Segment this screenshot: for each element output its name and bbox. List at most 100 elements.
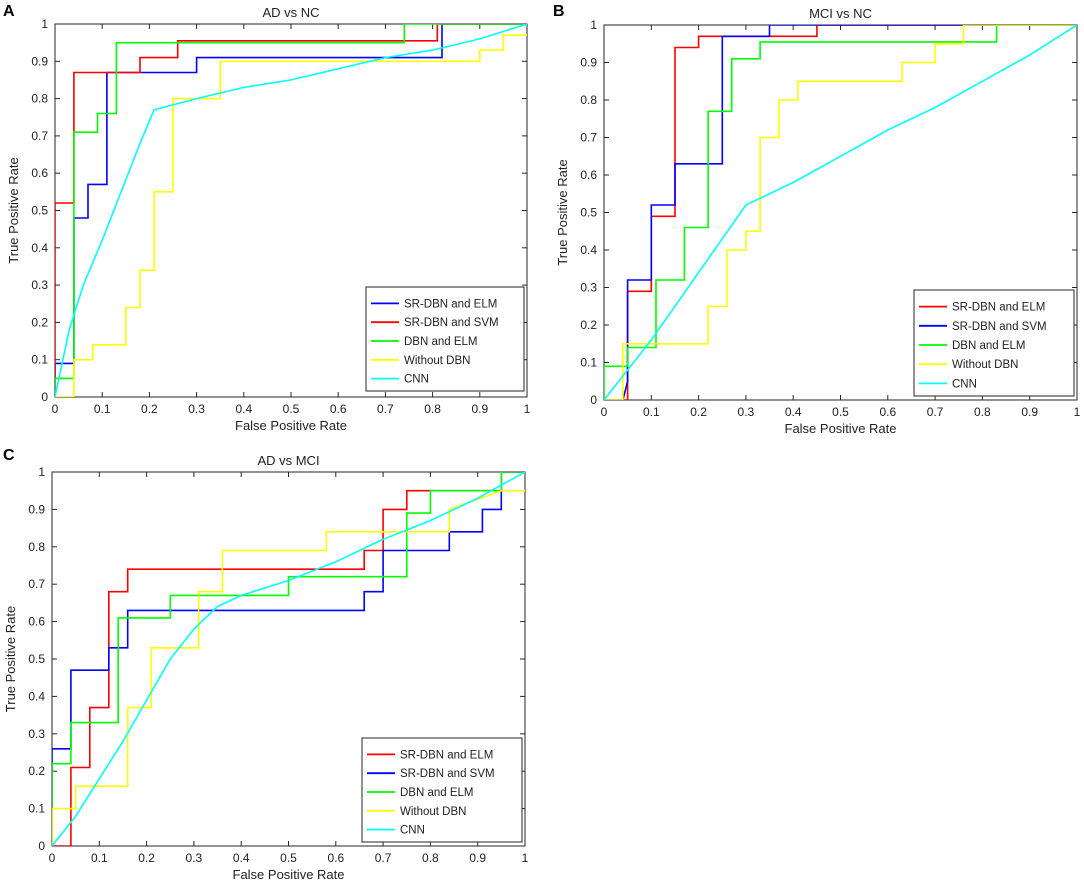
legend: SR-DBN and ELM SR-DBN and SVM DBN and ELM W…: [913, 289, 1075, 397]
series-group: [604, 25, 1077, 400]
legend: SR-DBN and ELM SR-DBN and SVM DBN and ELM W…: [361, 737, 523, 843]
x-tick-label: 0.2: [690, 405, 707, 419]
x-tick-label: 0.8: [974, 405, 991, 419]
series-line-without-dbn: [55, 34, 527, 397]
series-line-without-dbn: [604, 25, 1077, 400]
x-tick-label: 0.5: [280, 851, 297, 865]
y-tick-label: 0.2: [28, 764, 45, 778]
y-tick-label: 0.2: [580, 318, 597, 332]
legend-entry: CNN: [400, 825, 425, 837]
y-tick-label: 0.7: [31, 129, 48, 143]
x-tick-label: 0.8: [424, 402, 441, 416]
x-tick-label: 0.3: [188, 402, 205, 416]
x-tick-label: 0.4: [785, 405, 802, 419]
x-tick-label: 0: [49, 851, 56, 865]
x-tick-label: 0: [601, 405, 608, 419]
series-line-dbn-and-elm: [55, 24, 527, 397]
y-tick-label: 0.6: [31, 166, 48, 180]
y-axis-label: True Positive Rate: [555, 159, 570, 265]
chart-title: MCI vs NC: [809, 6, 872, 21]
legend-entry: SR-DBN and SVM: [400, 768, 495, 780]
y-tick-label: 0.8: [31, 92, 48, 106]
y-tick-label: 1: [41, 17, 48, 31]
x-tick-label: 0.6: [879, 405, 896, 419]
legend-entry: SR-DBN and SVM: [404, 317, 499, 329]
legend-entry: Without DBN: [400, 806, 466, 818]
y-tick-label: 1: [38, 465, 45, 479]
y-tick-label: 0.4: [580, 243, 597, 257]
panel-letter: B: [553, 3, 565, 20]
y-tick-label: 0.5: [31, 204, 48, 218]
x-tick-label: 0.6: [327, 851, 344, 865]
x-tick-label: 1: [522, 851, 529, 865]
legend: SR-DBN and ELM SR-DBN and SVM DBN and ELM W…: [365, 286, 525, 392]
y-tick-label: 0.4: [31, 241, 48, 255]
x-tick-label: 0.1: [91, 851, 108, 865]
x-tick-label: 0.7: [375, 851, 392, 865]
x-tick-label: 0.8: [422, 851, 439, 865]
series-line-cnn: [52, 472, 525, 846]
series-line-sr-dbn-and-svm: [52, 472, 525, 846]
x-axis-label: False Positive Rate: [233, 867, 345, 882]
roc-panel-a: A AD vs NC 0 0.1 0.2 0.3 0.4 0.5 0.6 0.7 0.8 0.9 1 0 0…: [3, 3, 531, 433]
y-tick-label: 0.1: [28, 802, 45, 816]
y-tick-label: 0.9: [28, 502, 45, 516]
x-tick-label: 0.7: [377, 402, 394, 416]
x-tick-label: 0.6: [330, 402, 347, 416]
y-tick-label: 0: [590, 393, 597, 407]
y-tick-label: 0.4: [28, 689, 45, 703]
x-tick-label: 0.9: [1021, 405, 1038, 419]
y-tick-label: 0.3: [28, 727, 45, 741]
y-axis-label: True Positive Rate: [6, 157, 21, 263]
y-tick-label: 0.2: [31, 315, 48, 329]
x-tick-label: 0.7: [927, 405, 944, 419]
roc-panel-c: C AD vs MCI 0 0.1 0.2 0.3 0.4 0.5 0.6 0.7 0.8 0.9 1 0…: [3, 447, 529, 882]
y-tick-label: 0.9: [31, 54, 48, 68]
series-line-dbn-and-elm: [604, 25, 1077, 400]
y-tick-label: 0: [38, 839, 45, 853]
panel-letter: A: [3, 3, 15, 20]
legend-entry: DBN and ELM: [404, 336, 478, 348]
x-tick-label: 1: [1074, 405, 1081, 419]
legend-box: [913, 289, 1075, 397]
legend-entry: SR-DBN and ELM: [400, 749, 493, 761]
x-axis-label: False Positive Rate: [785, 421, 897, 436]
series-line-without-dbn: [52, 489, 525, 846]
series-line-dbn-and-elm: [52, 472, 525, 846]
x-tick-label: 0: [52, 402, 59, 416]
legend-entry: SR-DBN and ELM: [404, 298, 497, 310]
series-line-sr-dbn-and-elm: [52, 472, 525, 846]
y-tick-label: 0.1: [31, 353, 48, 367]
y-tick-label: 0.7: [580, 131, 597, 145]
y-tick-label: 0.5: [580, 206, 597, 220]
y-tick-label: 0: [41, 390, 48, 404]
series-group: [55, 24, 527, 397]
y-tick-label: 0.5: [28, 652, 45, 666]
x-tick-label: 0.2: [138, 851, 155, 865]
chart-title: AD vs NC: [262, 5, 319, 20]
legend-entry: Without DBN: [952, 359, 1018, 371]
y-tick-label: 0.3: [580, 281, 597, 295]
x-tick-label: 0.3: [186, 851, 203, 865]
x-axis-label: False Positive Rate: [235, 418, 347, 433]
x-tick-label: 0.4: [233, 851, 250, 865]
chart-title: AD vs MCI: [257, 453, 319, 468]
legend-entry: Without DBN: [404, 355, 470, 367]
series-line-cnn: [55, 24, 527, 397]
y-tick-label: 1: [590, 18, 597, 32]
series-line-sr-dbn-and-svm: [604, 25, 1077, 400]
y-tick-label: 0.8: [580, 93, 597, 107]
legend-entry: DBN and ELM: [400, 787, 474, 799]
x-tick-label: 0.4: [235, 402, 252, 416]
y-axis-label: True Positive Rate: [3, 606, 18, 712]
y-tick-label: 0.6: [580, 168, 597, 182]
y-tick-label: 0.8: [28, 540, 45, 554]
legend-entry: SR-DBN and SVM: [952, 321, 1047, 333]
x-tick-label: 0.1: [94, 402, 111, 416]
series-group: [52, 472, 525, 846]
legend-entry: CNN: [952, 378, 977, 390]
y-tick-label: 0.6: [28, 615, 45, 629]
legend-box: [361, 737, 523, 843]
series-line-cnn: [604, 25, 1077, 400]
